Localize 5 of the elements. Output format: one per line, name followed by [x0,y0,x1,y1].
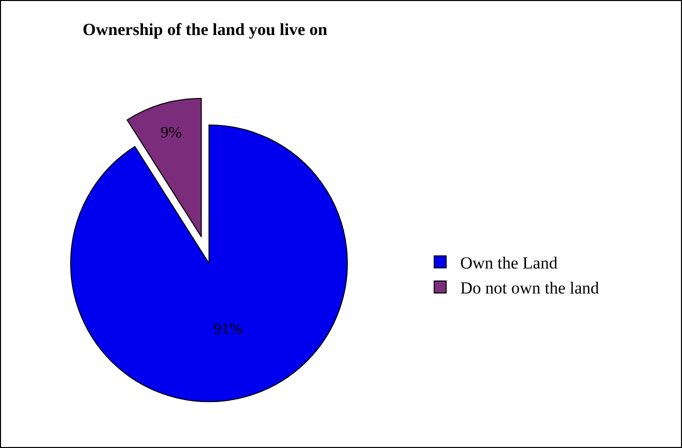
data-label: 91% [214,321,243,338]
data-label: 9% [160,124,182,142]
chart-title: Ownership of the land you live on [82,20,328,40]
legend-label: Own the Land [460,254,558,273]
legend-label: Do not own the land [460,278,600,298]
